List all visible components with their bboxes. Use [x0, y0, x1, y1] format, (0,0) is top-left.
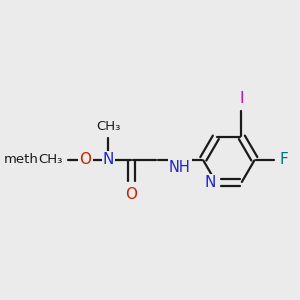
Text: N: N: [103, 152, 114, 167]
Text: CH₃: CH₃: [38, 153, 62, 166]
Text: I: I: [239, 91, 244, 106]
Text: methoxy: methoxy: [4, 153, 62, 166]
Text: O: O: [126, 187, 138, 202]
Text: F: F: [280, 152, 289, 167]
Text: O: O: [80, 152, 92, 167]
Text: CH₃: CH₃: [96, 120, 121, 133]
Text: NH: NH: [169, 160, 190, 175]
Text: N: N: [205, 175, 216, 190]
